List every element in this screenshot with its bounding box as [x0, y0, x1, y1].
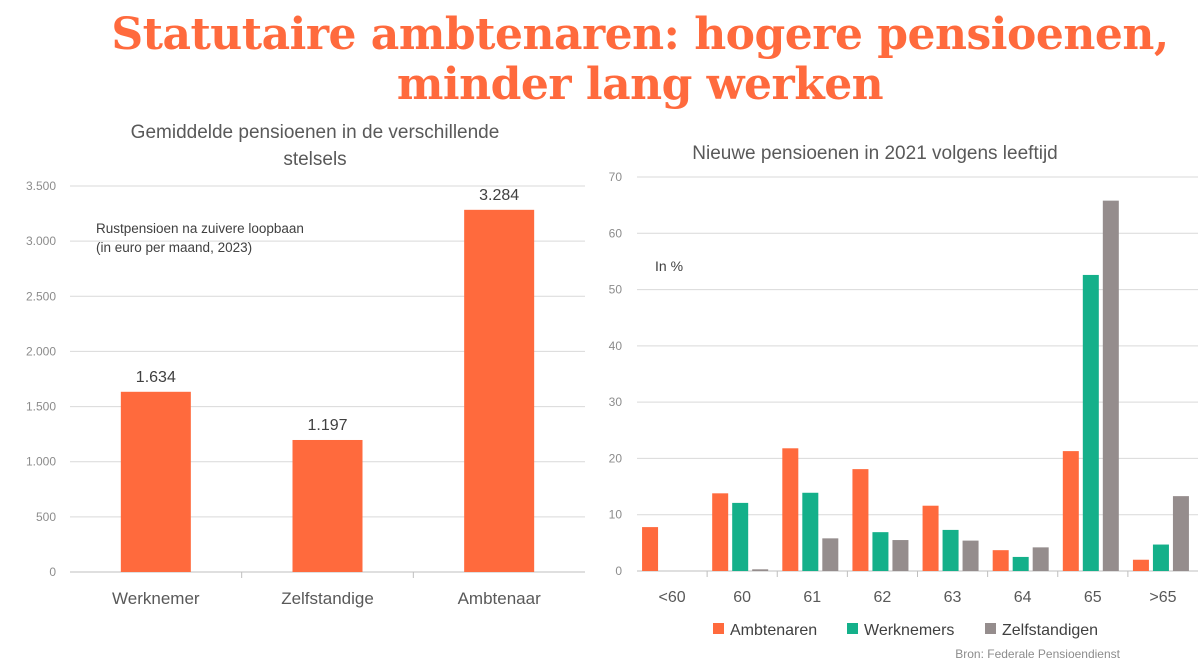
bar-ambtenaren — [922, 505, 939, 571]
annotation-line: Rustpensioen na zuivere loopbaan — [96, 221, 304, 236]
annotation: In % — [655, 258, 683, 274]
annotation-line: (in euro per maand, 2023) — [96, 240, 252, 255]
bar — [292, 439, 363, 572]
y-tick-label: 10 — [609, 508, 623, 522]
bar-werknemers — [732, 502, 749, 571]
right-chart-title: Nieuwe pensioenen in 2021 volgens leefti… — [692, 143, 1058, 164]
bar-ambtenaren — [1062, 451, 1079, 571]
data-label: 1.634 — [136, 369, 176, 386]
x-tick-label: 61 — [803, 589, 821, 606]
bar-werknemers — [942, 529, 959, 571]
bar-ambtenaren — [852, 469, 869, 571]
x-tick-label: Werknemer — [112, 589, 200, 608]
y-tick-label: 3.500 — [26, 179, 56, 193]
legend-label: Werknemers — [864, 622, 954, 639]
bar-ambtenaren — [712, 493, 729, 571]
x-tick-label: Ambtenaar — [458, 589, 541, 608]
y-tick-label: 2.000 — [26, 344, 56, 358]
y-tick-label: 50 — [609, 283, 623, 297]
data-label: 1.197 — [307, 417, 347, 434]
y-tick-label: 1.500 — [26, 400, 56, 414]
y-tick-label: 1.000 — [26, 455, 56, 469]
left-chart-title: Gemiddelde pensioenen in de verschillend… — [130, 122, 500, 170]
left-bar-chart: 0 500 1.000 1.500 2.000 2.500 3.000 3.500 1.634 W… — [26, 179, 585, 608]
legend-label: Zelfstandigen — [1002, 622, 1098, 639]
x-tick-label: 64 — [1014, 589, 1032, 606]
y-tick-label: 3.000 — [26, 234, 56, 248]
y-tick-label: 2.500 — [26, 289, 56, 303]
y-tick-label: 500 — [36, 510, 56, 524]
bar-werknemers — [1012, 556, 1029, 571]
bar-zelfstandigen — [822, 538, 839, 571]
y-tick-label: 70 — [609, 170, 623, 184]
legend-swatch — [847, 623, 858, 634]
y-tick-label: 0 — [615, 564, 622, 578]
main-title-line-1: Statutaire ambtenaren: hogere pensioenen… — [111, 9, 1169, 60]
x-tick-label: <60 — [658, 589, 685, 606]
y-tick-label: 60 — [609, 226, 623, 240]
x-tick-label: Zelfstandige — [281, 589, 374, 608]
bar-zelfstandigen — [962, 540, 979, 571]
x-tick-label: 65 — [1084, 589, 1102, 606]
source-note: Bron: Federale Pensioendienst — [955, 647, 1120, 661]
x-tick-label: 63 — [944, 589, 962, 606]
bar-zelfstandigen — [1102, 200, 1119, 571]
bar-ambtenaren — [992, 550, 1009, 571]
bar-ambtenaren — [1132, 559, 1149, 571]
bar-ambtenaren — [642, 527, 659, 571]
bar — [120, 391, 191, 572]
bar-werknemers — [802, 492, 819, 571]
legend-label: Ambtenaren — [730, 622, 817, 639]
legend-swatch — [713, 623, 724, 634]
x-tick-label: >65 — [1149, 589, 1176, 606]
bar-zelfstandigen — [1172, 496, 1189, 571]
y-tick-label: 0 — [49, 565, 56, 579]
bar-werknemers — [1082, 274, 1099, 571]
data-label: 3.284 — [479, 187, 519, 204]
x-tick-label: 62 — [874, 589, 892, 606]
bar-zelfstandigen — [1032, 547, 1049, 571]
bar — [464, 209, 535, 572]
y-tick-label: 20 — [609, 451, 623, 465]
bar-zelfstandigen — [752, 569, 769, 571]
bar-werknemers — [1152, 544, 1169, 571]
bar-werknemers — [872, 532, 889, 571]
right-bar-chart: 0 10 20 30 40 50 60 70 <60 60 61 62 63 64 65 >65 In % Amb… — [609, 170, 1198, 639]
bar-zelfstandigen — [892, 540, 909, 571]
y-tick-label: 30 — [609, 395, 623, 409]
y-tick-label: 40 — [609, 339, 623, 353]
bar-ambtenaren — [782, 448, 799, 571]
main-title: Statutaire ambtenaren: hogere pensioenen… — [0, 10, 1200, 110]
legend-swatch — [985, 623, 996, 634]
x-tick-label: 60 — [733, 589, 751, 606]
main-title-line-2: minder lang werken — [396, 59, 884, 110]
